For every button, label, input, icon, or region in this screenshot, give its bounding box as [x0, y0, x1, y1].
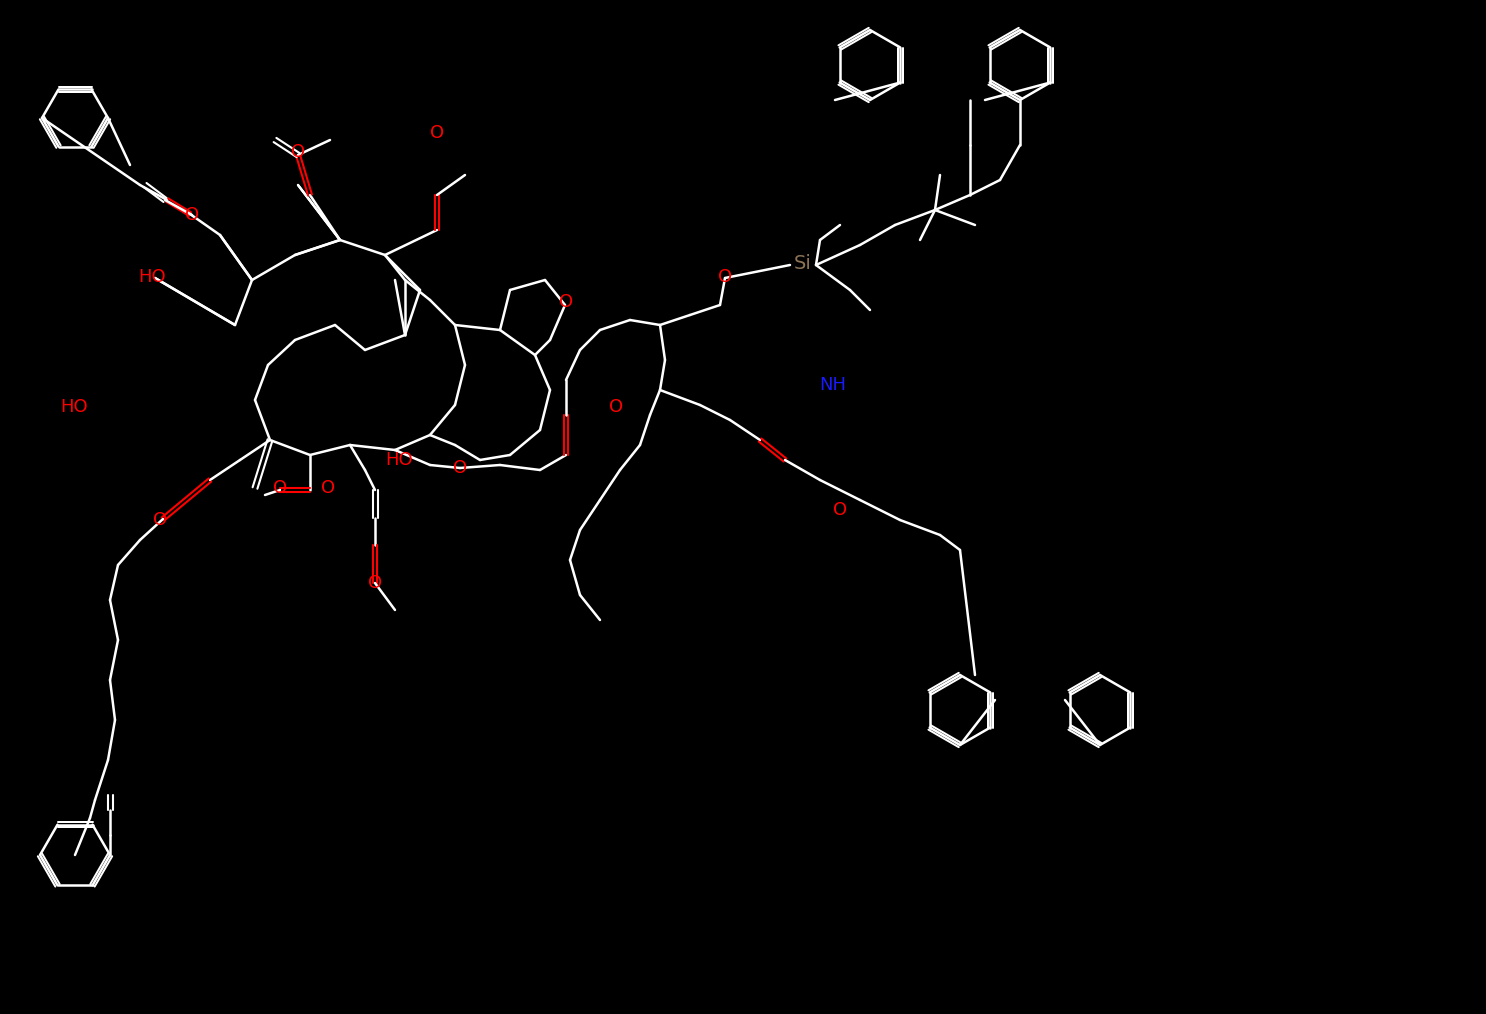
Text: O: O: [369, 574, 382, 592]
Text: O: O: [609, 399, 623, 416]
Text: NH: NH: [819, 376, 847, 394]
Text: O: O: [429, 124, 444, 142]
Text: O: O: [559, 293, 574, 311]
Text: O: O: [718, 268, 733, 286]
Text: HO: HO: [138, 268, 166, 286]
Text: O: O: [273, 479, 287, 497]
Text: Si: Si: [794, 254, 811, 273]
Text: HO: HO: [61, 399, 88, 416]
Text: HO: HO: [385, 451, 413, 469]
Text: O: O: [184, 206, 199, 224]
Text: O: O: [153, 511, 166, 529]
Text: O: O: [453, 459, 467, 477]
Text: O: O: [321, 479, 334, 497]
Text: O: O: [834, 501, 847, 519]
Text: O: O: [291, 143, 305, 161]
